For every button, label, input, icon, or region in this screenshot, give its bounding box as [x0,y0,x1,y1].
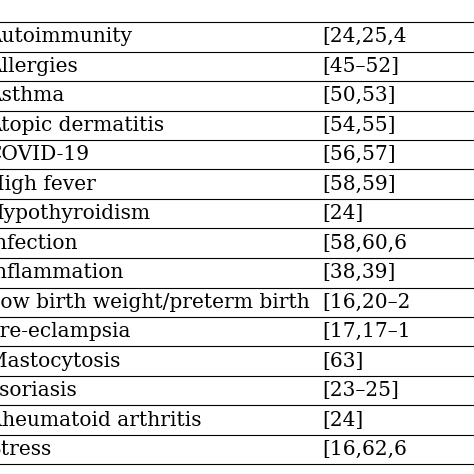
Text: [38,39]: [38,39] [322,263,395,282]
Text: COVID-19: COVID-19 [0,145,90,164]
Text: [24]: [24] [322,411,363,430]
Text: Inflammation: Inflammation [0,263,124,282]
Text: [24,25,4: [24,25,4 [322,27,407,46]
Text: [58,60,6: [58,60,6 [322,234,407,253]
Text: Rheumatoid arthritis: Rheumatoid arthritis [0,411,201,430]
Text: [23–25]: [23–25] [322,381,399,400]
Text: [58,59]: [58,59] [322,175,396,194]
Text: Mastocytosis: Mastocytosis [0,352,120,371]
Text: Asthma: Asthma [0,86,64,105]
Text: Stress: Stress [0,440,51,459]
Text: [17,17–1: [17,17–1 [322,322,410,341]
Text: [63]: [63] [322,352,364,371]
Text: Low birth weight/preterm birth: Low birth weight/preterm birth [0,293,310,312]
Text: [56,57]: [56,57] [322,145,396,164]
Text: [45–52]: [45–52] [322,57,399,76]
Text: Psoriasis: Psoriasis [0,381,78,400]
Text: Hypothyroidism: Hypothyroidism [0,204,151,223]
Text: [16,20–2: [16,20–2 [322,293,410,312]
Text: [54,55]: [54,55] [322,116,395,135]
Text: Atopic dermatitis: Atopic dermatitis [0,116,164,135]
Text: Autoimmunity: Autoimmunity [0,27,132,46]
Text: Pre-eclampsia: Pre-eclampsia [0,322,131,341]
Text: [24]: [24] [322,204,363,223]
Text: High fever: High fever [0,175,96,194]
Text: [50,53]: [50,53] [322,86,395,105]
Text: Allergies: Allergies [0,57,78,76]
Text: [16,62,6: [16,62,6 [322,440,407,459]
Text: Infection: Infection [0,234,79,253]
